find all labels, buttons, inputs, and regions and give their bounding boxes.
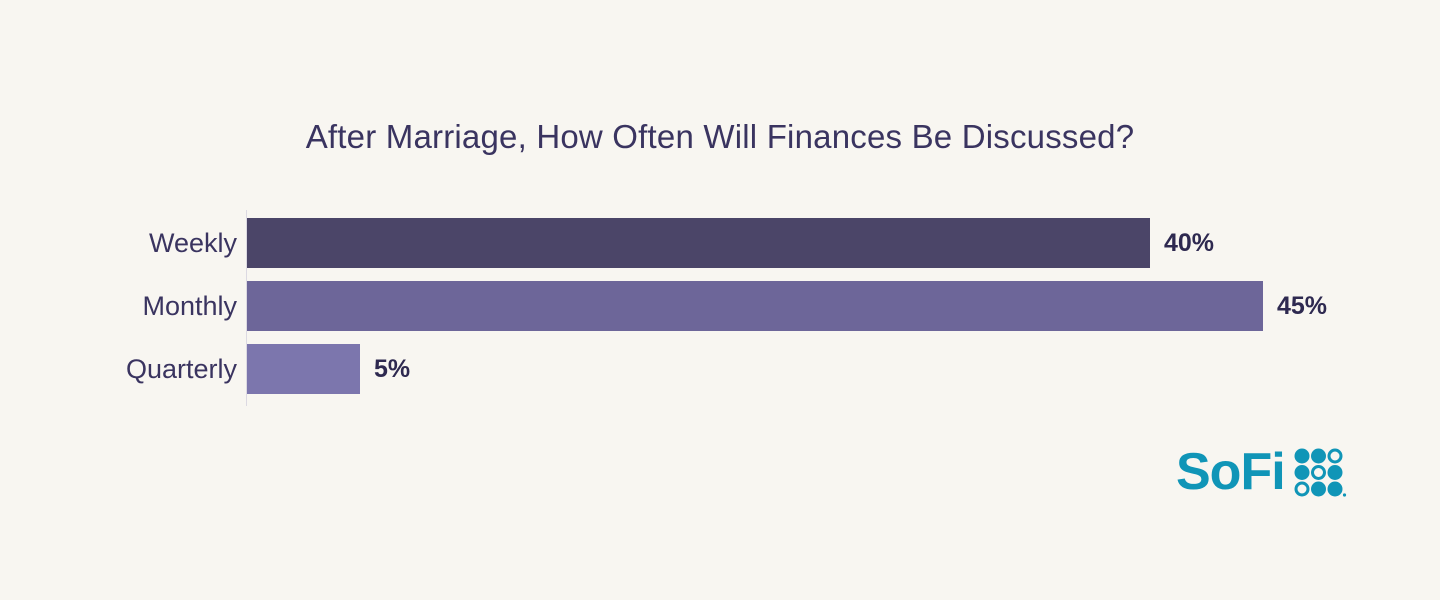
sofi-logo-text: SoFi (1176, 443, 1286, 501)
bar (247, 344, 360, 394)
bar-row: Quarterly 5% (0, 344, 1440, 394)
sofi-logo: SoFi (1176, 446, 1347, 498)
dot-filled (1310, 481, 1326, 497)
category-label: Monthly (142, 290, 237, 321)
bar-track: 40% (237, 218, 1440, 268)
bar-row: Weekly 40% (0, 218, 1440, 268)
dot-filled (1294, 448, 1310, 464)
bar-track: 45% (237, 281, 1440, 331)
value-label: 40% (1164, 228, 1215, 257)
value-label: 5% (374, 354, 411, 383)
dot-filled (1327, 465, 1343, 480)
bar-row: Monthly 45% (0, 281, 1440, 331)
category-label: Quarterly (125, 353, 237, 384)
sofi-dots-icon (1294, 448, 1346, 497)
dot-filled (1327, 481, 1343, 497)
axis-line (246, 210, 247, 406)
dot-outline (1327, 448, 1343, 464)
dot-filled (1294, 465, 1310, 480)
bar-rows: Weekly 40% Monthly 45% Quarterly 5% (0, 218, 1440, 394)
dot-outline (1310, 465, 1326, 480)
bar (247, 218, 1150, 268)
value-label: 45% (1277, 291, 1328, 320)
trademark-dot (1342, 493, 1346, 497)
bar (247, 281, 1263, 331)
dot-outline (1294, 481, 1310, 497)
dot-filled (1310, 448, 1326, 464)
bar-track: 5% (237, 344, 1440, 394)
chart-title: After Marriage, How Often Will Finances … (305, 118, 1135, 155)
category-label: Weekly (148, 227, 237, 258)
